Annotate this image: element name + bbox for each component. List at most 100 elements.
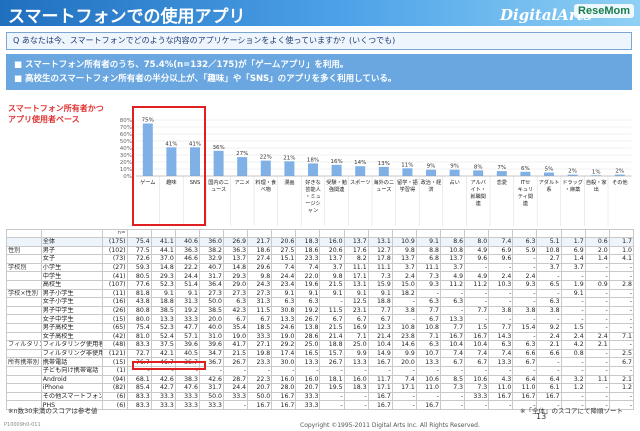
table-cell: 83.3 <box>126 340 152 350</box>
table-cell: 21.5 <box>222 348 249 359</box>
table-cell: 38.2 <box>198 245 225 256</box>
bar-value-label: 41% <box>189 141 201 147</box>
table-cell: - <box>512 254 538 264</box>
table-cell: - <box>391 365 417 376</box>
table-cell: - <box>560 305 586 316</box>
table-cell: - <box>415 365 441 376</box>
table-cell: - <box>584 288 610 299</box>
bar <box>355 166 366 176</box>
table-cell: 4.9 <box>439 271 466 281</box>
table-row: iPhone (82) 85.4 42.7 47.6 31.7 24.4 20.7 28.0 20… <box>6 383 635 393</box>
table-cell: - <box>608 297 635 307</box>
table-cell: - <box>584 271 610 281</box>
table-cell: 38.5 <box>198 305 225 316</box>
survey-question: Q あなたは今、スマートフォンでどのような内容のアプリケーションをよく使っていま… <box>6 32 632 50</box>
table-cell: 16.7 <box>488 391 514 402</box>
highlight-box-top3 <box>132 106 206 226</box>
bar-value-label: 5% <box>545 167 554 173</box>
table-cell: 72.6 <box>126 254 152 264</box>
table-cell: 13.1 <box>367 237 393 247</box>
table-cell: 31.0 <box>198 331 225 342</box>
table-cell: 17.1 <box>343 271 369 281</box>
row-n: (73) <box>102 254 128 264</box>
row-group-label: 所有携帯別 <box>6 357 42 367</box>
table-cell: 40.6 <box>174 237 200 247</box>
bar <box>166 147 177 176</box>
table-cell: 7.4 <box>464 348 490 359</box>
table-cell: 44.1 <box>150 245 176 256</box>
table-cell: 19.5 <box>319 383 345 393</box>
table-cell: - <box>415 391 441 402</box>
row-n: (41) <box>102 271 128 281</box>
table-row: 女子 (73) 72.6 37.0 46.6 32.9 13.7 27.4 15.1 23.3 13… <box>6 254 635 264</box>
table-cell: 21.4 <box>367 331 393 342</box>
data-table: n= 全体 (175) 75.4 41.1 40.6 36.0 26.9 21.7 20.6 18.… <box>6 229 635 410</box>
table-cell: 9.9 <box>391 348 417 359</box>
table-row: Android (94) 68.1 42.6 38.3 42.6 28.7 22.3 16.0 1… <box>6 374 635 385</box>
table-cell: 68.1 <box>126 374 152 385</box>
table-row: 性別 男子 (102) 77.5 44.1 36.3 38.2 36.3 18.6 27.5 18.… <box>6 245 635 256</box>
table-cell: 6.7 <box>439 357 466 367</box>
table-cell: 29.2 <box>271 340 297 350</box>
table-cell: 1.9 <box>560 279 586 290</box>
table-cell: - <box>222 365 249 376</box>
table-cell: 7.4 <box>295 262 321 273</box>
table-cell: - <box>536 288 562 299</box>
table-cell: - <box>343 400 369 410</box>
table-row: 女子中学生 (15) 80.0 13.3 33.3 20.0 6.7 6.7 13.3 26.7 6… <box>6 314 635 324</box>
table-cell: 36.0 <box>198 237 225 247</box>
table-cell: 9.6 <box>488 254 514 264</box>
table-cell: 20.7 <box>247 383 273 393</box>
table-row: 女子高校生 (42) 81.0 52.4 57.1 31.0 19.0 33.3 19.0 28.… <box>6 331 635 342</box>
table-cell: 6.3 <box>295 297 321 307</box>
table-cell: 37.5 <box>150 340 176 350</box>
table-cell: 2.7 <box>536 254 562 264</box>
table-cell: 15.4 <box>512 322 538 333</box>
table-cell: 29.0 <box>222 279 249 290</box>
table-cell: 18.2 <box>391 288 417 299</box>
table-cell: 9.6 <box>464 254 490 264</box>
table-cell: - <box>536 365 562 376</box>
table-cell: 75.4 <box>126 237 152 247</box>
table-cell: 33.3 <box>174 314 200 324</box>
bar <box>520 171 531 176</box>
table-cell: 26.7 <box>295 314 321 324</box>
row-group-label <box>6 383 42 393</box>
table-cell: 43.8 <box>126 297 152 307</box>
table-cell: 6.3 <box>415 297 441 307</box>
table-cell: 13.3 <box>343 357 369 367</box>
table-cell: 31.3 <box>174 297 200 307</box>
table-cell: 23.3 <box>295 254 321 264</box>
table-cell: 18.5 <box>247 322 273 333</box>
table-cell: 9.8 <box>319 271 345 281</box>
table-cell: 4.3 <box>488 374 514 385</box>
row-group-label: 学校×性別 <box>6 288 42 299</box>
table-cell: 13.7 <box>391 254 417 264</box>
table-cell: - <box>584 322 610 333</box>
table-cell: 21.5 <box>319 322 345 333</box>
header-blank <box>608 229 635 238</box>
table-cell: 16.7 <box>536 391 562 402</box>
category-label: 海外のニュース <box>373 178 394 193</box>
table-cell: 42.1 <box>150 348 176 359</box>
table-cell: 18.8 <box>150 297 176 307</box>
table-cell: 16.7 <box>271 391 297 402</box>
table-cell: - <box>536 357 562 367</box>
table-cell: 21.4 <box>319 331 345 342</box>
table-cell: 21.7 <box>247 237 273 247</box>
row-label: PHS <box>40 400 104 410</box>
table-cell: - <box>488 314 514 324</box>
bar-value-label: 1% <box>592 169 601 175</box>
table-cell: 9.1 <box>271 288 297 299</box>
row-n: (1) <box>102 365 128 376</box>
table-cell: 33.3 <box>174 400 200 410</box>
table-cell: 42.6 <box>198 374 225 385</box>
table-cell: 16.7 <box>464 331 490 342</box>
table-cell: - <box>439 288 466 299</box>
table-cell: 22.2 <box>174 262 200 273</box>
table-cell: 24.3 <box>247 279 273 290</box>
row-group-label <box>6 314 42 324</box>
table-cell: 11.1 <box>367 262 393 273</box>
row-group-label <box>6 297 42 307</box>
table-cell: 9.1 <box>174 288 200 299</box>
